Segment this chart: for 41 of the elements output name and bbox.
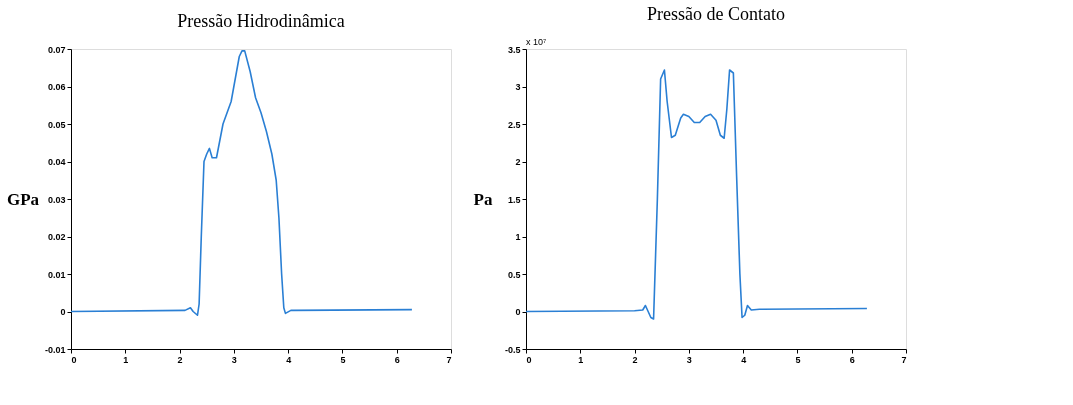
x-tick-label: 3 [231, 354, 237, 365]
y-tick-label: 3 [515, 82, 521, 92]
x-tick-label: 7 [901, 354, 907, 365]
x-tick-label: 5 [795, 354, 801, 365]
text: x 10⁷ [526, 37, 547, 47]
y-tick-label: 0.5 [507, 269, 521, 280]
x-tick-label: 6 [394, 354, 400, 365]
x-tick-label: 0 [526, 354, 532, 365]
y-axis-title: Pa [473, 189, 493, 209]
y-tick-label: 0.02 [47, 232, 66, 242]
line-series [70, 50, 413, 317]
x-tick-label: 3 [686, 354, 692, 365]
x-tick-label: 1 [123, 354, 129, 365]
x-tick-label: 4 [286, 354, 292, 365]
line-series [525, 69, 868, 320]
x-tick-label: 6 [849, 354, 855, 365]
y-axis-title: GPa [6, 189, 40, 209]
y-tick-label: 0.04 [47, 157, 66, 167]
y-tick-label: -0.5 [504, 344, 521, 355]
x-tick-label: 2 [632, 354, 638, 365]
y-tick-label: 1.5 [507, 194, 521, 205]
x-tick-label: 1 [578, 354, 584, 365]
y-tick-label: 0.07 [47, 44, 66, 55]
chart-title: Pressão de Contato [647, 4, 785, 24]
chart-title: Pressão Hidrodinâmica [177, 11, 345, 31]
y-tick-label: 2.5 [507, 119, 521, 130]
y-tick-label: 0 [60, 307, 66, 317]
x-tick-label: 2 [177, 354, 183, 365]
x-tick-label: 7 [446, 354, 452, 365]
y-tick-label: 0.01 [47, 269, 66, 280]
y-tick-label: 0.06 [47, 82, 66, 92]
x-tick-label: 5 [340, 354, 346, 365]
x-tick-label: 4 [741, 354, 747, 365]
y-tick-label: 0 [515, 307, 521, 317]
y-tick-label: 3.5 [507, 44, 521, 55]
y-tick-label: 0.05 [47, 119, 66, 130]
y-tick-label: 0.03 [47, 194, 66, 205]
y-tick-label: 1 [515, 232, 521, 242]
y-tick-label: 2 [515, 157, 521, 167]
x-tick-label: 0 [71, 354, 77, 365]
y-tick-label: -0.01 [44, 344, 66, 355]
